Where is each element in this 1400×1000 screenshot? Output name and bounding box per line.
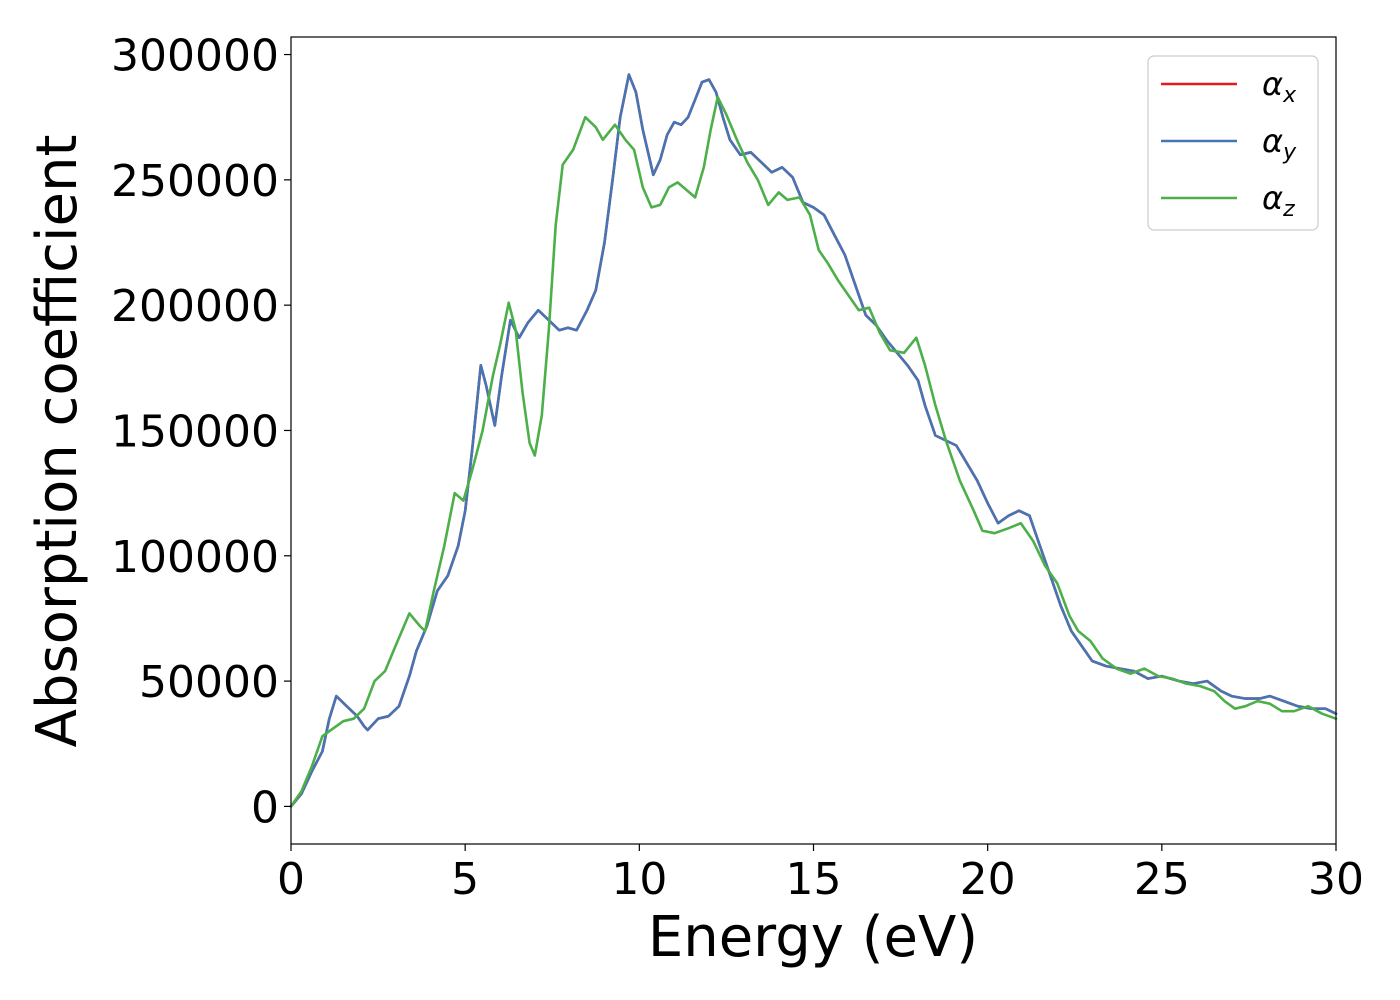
legend-box [1147,55,1319,231]
y-axis-ticks: 0 50000 100000 150000 200000 250000 300000 [111,31,291,833]
legend-label-y: αy [1262,122,1297,165]
y-tick-label: 150000 [111,406,279,457]
y-tick-label: 0 [251,782,279,833]
x-tick-label: 15 [786,854,842,905]
series-line-y [289,73,1338,808]
legend: αx αy αz [1147,55,1319,231]
x-tick-label: 5 [451,854,479,905]
x-tick-label: 25 [1134,854,1190,905]
x-tick-label: 10 [611,854,667,905]
y-tick-label: 200000 [111,281,279,332]
x-axis-ticks: 0 5 10 15 20 25 30 [277,844,1364,905]
y-tick-label: 50000 [139,657,279,708]
series-group [289,73,1338,808]
y-tick-label: 300000 [111,31,279,82]
legend-items: αx αy αz [1161,65,1297,222]
legend-label-x: αx [1262,65,1297,108]
x-tick-label: 20 [960,854,1016,905]
x-tick-label: 30 [1308,854,1364,905]
y-axis-title: Absorption coefficient [25,135,90,748]
x-axis-title: Energy (eV) [648,905,978,970]
y-tick-label: 100000 [111,532,279,583]
x-tick-label: 0 [277,854,305,905]
series-line-z [289,95,1338,808]
y-tick-label: 250000 [111,156,279,207]
legend-label-z: αz [1262,179,1295,222]
